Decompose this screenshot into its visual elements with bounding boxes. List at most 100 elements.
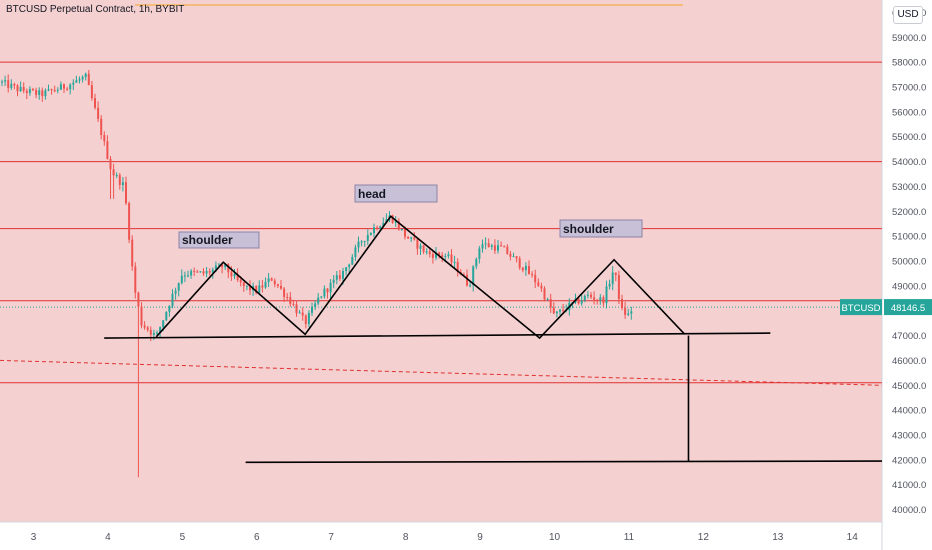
candle-body (559, 309, 561, 312)
time-tick-label: 3 (31, 532, 37, 543)
time-axis (0, 522, 882, 550)
candle-body (552, 307, 555, 314)
candle-body (456, 262, 459, 273)
candle (121, 177, 124, 192)
candle (168, 305, 171, 317)
candle-body (149, 329, 152, 335)
candle (311, 302, 313, 316)
candle-body (196, 271, 199, 273)
candle-body (227, 264, 230, 273)
candle (397, 218, 400, 231)
candle-body (512, 256, 515, 258)
candle-body (202, 271, 205, 274)
candle (41, 87, 44, 102)
candle (307, 310, 310, 328)
candle (354, 244, 357, 262)
candle (323, 285, 326, 299)
candle-body (617, 275, 620, 299)
candle (137, 291, 140, 478)
candle-body (75, 80, 78, 83)
candle-body (134, 266, 137, 293)
head-label: head (354, 184, 438, 203)
candle (298, 309, 301, 314)
candle-body (509, 253, 512, 257)
candle-body (35, 90, 38, 95)
candle-body (162, 320, 165, 328)
candle-body (506, 246, 509, 254)
current-price-tag: BTCUSD 48146.5 (840, 299, 932, 316)
time-axis-ticks: 3 4 5 6 7 8 9 10 11 12 13 14 (31, 532, 859, 543)
candle-body (208, 271, 211, 273)
time-tick-label: 10 (549, 532, 561, 543)
candle-body (450, 254, 453, 263)
candle-body (280, 285, 282, 289)
candle (617, 270, 620, 305)
candle (146, 325, 149, 333)
candle-body (577, 298, 580, 304)
candle-body (44, 90, 47, 97)
candle (531, 271, 534, 278)
candle-body (224, 264, 227, 268)
candle-body (379, 226, 382, 229)
candle-body (273, 280, 276, 285)
candle (509, 250, 512, 261)
candle (301, 307, 304, 321)
plot-area (0, 0, 882, 522)
candle (314, 299, 317, 311)
candle (289, 291, 292, 307)
candle-body (112, 169, 115, 176)
candle-body (438, 252, 441, 256)
candle (72, 79, 75, 91)
candle-body (410, 237, 413, 239)
currency-button[interactable]: USD (893, 6, 923, 24)
candle-body (503, 246, 506, 248)
price-tick-label: 44000.0 (892, 406, 926, 417)
candle-body (630, 311, 633, 314)
candle (199, 271, 202, 273)
candle-body (500, 245, 503, 247)
candle-body (314, 303, 317, 307)
price-tick-label: 55000.0 (892, 132, 926, 143)
candle-body (493, 245, 496, 251)
candle (400, 228, 403, 231)
candle-body (537, 282, 540, 286)
candle-body (41, 90, 44, 97)
candle-body (168, 305, 171, 312)
candle-body (249, 285, 251, 291)
candle (431, 250, 434, 264)
candle-body (19, 86, 22, 92)
candle (419, 243, 422, 255)
candle-body (345, 267, 348, 272)
candle (481, 239, 484, 253)
candle (596, 299, 599, 305)
candle-body (171, 293, 174, 306)
price-tick-label: 56000.0 (892, 107, 926, 118)
candle-body (447, 254, 450, 256)
candle (537, 278, 540, 287)
candle (577, 297, 580, 305)
candle (50, 88, 53, 95)
candle-body (590, 294, 592, 298)
price-tick-label: 53000.0 (892, 182, 926, 193)
candle (593, 291, 596, 305)
candle (528, 260, 530, 275)
candle (149, 326, 152, 342)
candle (410, 236, 413, 243)
candle (348, 263, 351, 274)
candle (422, 244, 425, 255)
candle (580, 294, 583, 306)
candle-body (199, 271, 202, 273)
candle (329, 279, 332, 299)
candle-body (7, 80, 10, 88)
candle-body (391, 215, 394, 223)
price-tick-label: 47000.0 (892, 331, 926, 342)
candle-body (521, 267, 524, 271)
candle (242, 281, 245, 292)
candle (453, 255, 456, 269)
candle (394, 215, 397, 227)
candle (345, 267, 348, 276)
dashed-trend-line (0, 359, 883, 386)
candle (549, 293, 552, 313)
